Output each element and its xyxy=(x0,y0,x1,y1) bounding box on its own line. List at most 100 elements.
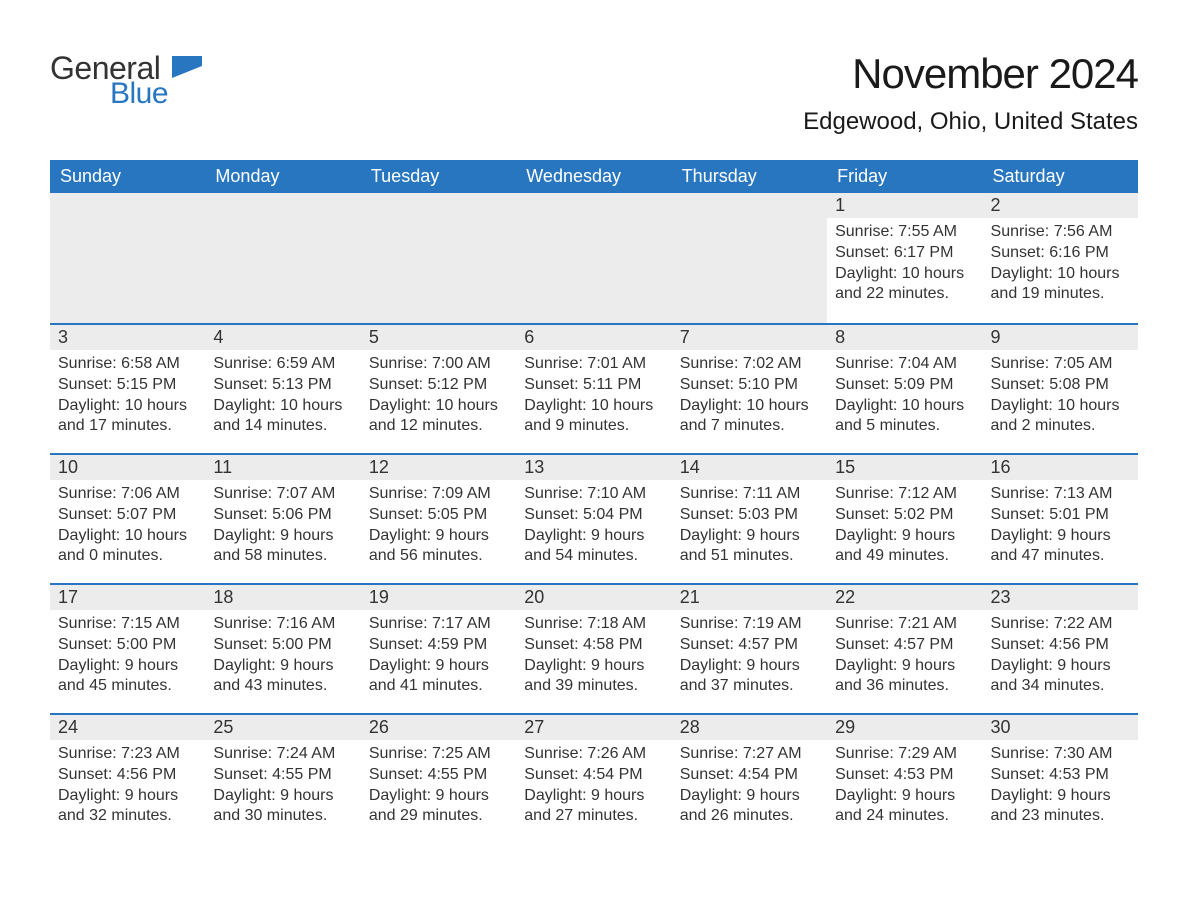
sunset-label: Sunset: xyxy=(58,766,112,783)
sunrise-line: Sunrise: 7:24 AM xyxy=(213,744,352,765)
sunset-line: Sunset: 4:54 PM xyxy=(680,765,819,786)
sunrise-label: Sunrise: xyxy=(680,615,739,632)
sunrise-label: Sunrise: xyxy=(835,615,894,632)
sunset-value: 4:54 PM xyxy=(738,766,798,783)
sunset-value: 5:01 PM xyxy=(1049,506,1109,523)
sunrise-value: 6:59 AM xyxy=(277,355,336,372)
calendar-week: 1Sunrise: 7:55 AMSunset: 6:17 PMDaylight… xyxy=(50,193,1138,323)
sunset-value: 4:57 PM xyxy=(738,636,798,653)
calendar-cell: 13Sunrise: 7:10 AMSunset: 5:04 PMDayligh… xyxy=(516,453,671,583)
calendar-cell xyxy=(516,193,671,323)
sunrise-label: Sunrise: xyxy=(991,223,1050,240)
calendar-cell: 14Sunrise: 7:11 AMSunset: 5:03 PMDayligh… xyxy=(672,453,827,583)
calendar-cell: 17Sunrise: 7:15 AMSunset: 5:00 PMDayligh… xyxy=(50,583,205,713)
sunrise-label: Sunrise: xyxy=(835,745,894,762)
calendar-cell xyxy=(205,193,360,323)
sunrise-line: Sunrise: 7:55 AM xyxy=(835,222,974,243)
calendar-cell: 30Sunrise: 7:30 AMSunset: 4:53 PMDayligh… xyxy=(983,713,1138,843)
day-number: 10 xyxy=(50,453,205,480)
day-number: 13 xyxy=(516,453,671,480)
sunset-label: Sunset: xyxy=(835,376,889,393)
calendar-cell: 29Sunrise: 7:29 AMSunset: 4:53 PMDayligh… xyxy=(827,713,982,843)
daylight-line: Daylight: 9 hours and 45 minutes. xyxy=(58,656,197,698)
calendar-cell: 25Sunrise: 7:24 AMSunset: 4:55 PMDayligh… xyxy=(205,713,360,843)
sunset-value: 5:11 PM xyxy=(583,376,641,393)
day-body: Sunrise: 7:17 AMSunset: 4:59 PMDaylight:… xyxy=(361,610,516,701)
sunrise-line: Sunrise: 7:11 AM xyxy=(680,484,819,505)
day-number: 9 xyxy=(983,323,1138,350)
day-number: 27 xyxy=(516,713,671,740)
sunset-line: Sunset: 5:15 PM xyxy=(58,375,197,396)
daylight-label: Daylight: xyxy=(991,527,1053,544)
sunrise-line: Sunrise: 7:16 AM xyxy=(213,614,352,635)
day-body: Sunrise: 7:05 AMSunset: 5:08 PMDaylight:… xyxy=(983,350,1138,441)
sunset-line: Sunset: 5:09 PM xyxy=(835,375,974,396)
sunset-line: Sunset: 6:17 PM xyxy=(835,243,974,264)
daylight-line: Daylight: 10 hours and 0 minutes. xyxy=(58,526,197,568)
sunset-line: Sunset: 4:58 PM xyxy=(524,635,663,656)
sunrise-line: Sunrise: 7:21 AM xyxy=(835,614,974,635)
sunrise-label: Sunrise: xyxy=(369,485,428,502)
sunset-line: Sunset: 4:59 PM xyxy=(369,635,508,656)
sunrise-line: Sunrise: 7:10 AM xyxy=(524,484,663,505)
calendar-cell: 20 Sunrise: 7:18 AMSunset: 4:58 PMDayligh… xyxy=(516,583,671,713)
sunset-line: Sunset: 5:00 PM xyxy=(213,635,352,656)
logo: General Blue xyxy=(50,50,202,111)
daylight-line: Daylight: 9 hours and 30 minutes. xyxy=(213,786,352,828)
calendar-cell: 4Sunrise: 6:59 AMSunset: 5:13 PMDaylight… xyxy=(205,323,360,453)
sunset-label: Sunset: xyxy=(835,636,889,653)
sunrise-line: Sunrise: 7:27 AM xyxy=(680,744,819,765)
daylight-label: Daylight: xyxy=(369,397,431,414)
sunset-line: Sunset: 4:56 PM xyxy=(991,635,1130,656)
sunrise-value: 7:04 AM xyxy=(898,355,957,372)
daylight-label: Daylight: xyxy=(835,397,897,414)
weekday-header: Friday xyxy=(827,160,982,193)
calendar-table: SundayMondayTuesdayWednesdayThursdayFrid… xyxy=(50,160,1138,843)
day-body: Sunrise: 7:10 AMSunset: 5:04 PMDaylight:… xyxy=(516,480,671,571)
sunrise-value: 7:07 AM xyxy=(277,485,336,502)
daylight-line: Daylight: 9 hours and 29 minutes. xyxy=(369,786,508,828)
daylight-label: Daylight: xyxy=(369,657,431,674)
daylight-label: Daylight: xyxy=(213,397,275,414)
day-body: Sunrise: 7:06 AMSunset: 5:07 PMDaylight:… xyxy=(50,480,205,571)
sunrise-line: Sunrise: 7:02 AM xyxy=(680,354,819,375)
calendar-cell: 26Sunrise: 7:25 AMSunset: 4:55 PMDayligh… xyxy=(361,713,516,843)
sunrise-label: Sunrise: xyxy=(835,355,894,372)
sunset-value: 4:57 PM xyxy=(894,636,954,653)
sunrise-value: 6:58 AM xyxy=(121,355,180,372)
sunrise-line: Sunrise: 7:18 AM xyxy=(524,614,663,635)
day-number: 20 xyxy=(516,583,671,610)
sunset-value: 4:56 PM xyxy=(1049,636,1109,653)
day-body: Sunrise: 7:24 AMSunset: 4:55 PMDaylight:… xyxy=(205,740,360,831)
day-body: Sunrise: 7:13 AMSunset: 5:01 PMDaylight:… xyxy=(983,480,1138,571)
calendar-cell: 16Sunrise: 7:13 AMSunset: 5:01 PMDayligh… xyxy=(983,453,1138,583)
sunrise-label: Sunrise: xyxy=(369,615,428,632)
sunset-label: Sunset: xyxy=(835,506,889,523)
sunrise-line: Sunrise: 7:13 AM xyxy=(991,484,1130,505)
calendar-cell: 24Sunrise: 7:23 AMSunset: 4:56 PMDayligh… xyxy=(50,713,205,843)
sunset-label: Sunset: xyxy=(680,636,734,653)
sunrise-value: 7:13 AM xyxy=(1054,485,1113,502)
daylight-label: Daylight: xyxy=(991,787,1053,804)
sunrise-value: 7:22 AM xyxy=(1054,615,1113,632)
sunrise-line: Sunrise: 7:25 AM xyxy=(369,744,508,765)
calendar-cell: 12Sunrise: 7:09 AMSunset: 5:05 PMDayligh… xyxy=(361,453,516,583)
daylight-label: Daylight: xyxy=(58,787,120,804)
day-number: 24 xyxy=(50,713,205,740)
calendar-cell: 2Sunrise: 7:56 AMSunset: 6:16 PMDaylight… xyxy=(983,193,1138,323)
daylight-label: Daylight: xyxy=(524,657,586,674)
sunset-line: Sunset: 4:55 PM xyxy=(213,765,352,786)
sunrise-value: 7:12 AM xyxy=(898,485,957,502)
day-number: 25 xyxy=(205,713,360,740)
sunset-line: Sunset: 5:01 PM xyxy=(991,505,1130,526)
logo-text-blue: Blue xyxy=(110,77,168,111)
daylight-label: Daylight: xyxy=(213,657,275,674)
daylight-line: Daylight: 9 hours and 24 minutes. xyxy=(835,786,974,828)
sunset-value: 4:55 PM xyxy=(428,766,488,783)
daylight-line: Daylight: 9 hours and 32 minutes. xyxy=(58,786,197,828)
sunrise-line: Sunrise: 7:09 AM xyxy=(369,484,508,505)
daylight-line: Daylight: 9 hours and 37 minutes. xyxy=(680,656,819,698)
sunrise-label: Sunrise: xyxy=(58,355,117,372)
sunset-value: 4:53 PM xyxy=(1049,766,1109,783)
calendar-cell: 28Sunrise: 7:27 AMSunset: 4:54 PMDayligh… xyxy=(672,713,827,843)
